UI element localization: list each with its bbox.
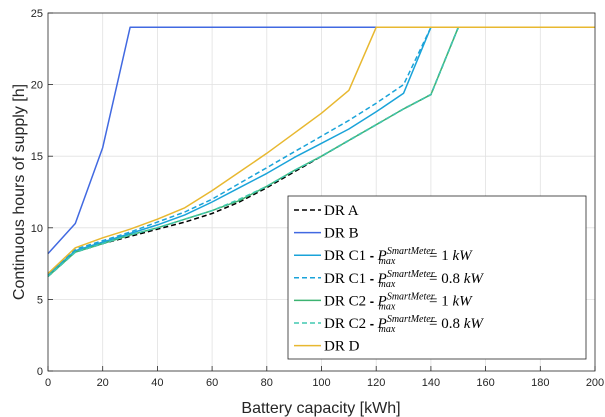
legend-entry-7: DR D	[324, 339, 360, 355]
series-line-3	[47, 26, 595, 276]
series-line-7	[47, 26, 595, 275]
x-tick-label: 60	[206, 377, 218, 389]
series-lines	[47, 26, 595, 278]
x-tick-label: 200	[586, 377, 604, 389]
x-tick-label: 120	[367, 377, 385, 389]
y-tick-label: 5	[37, 294, 43, 306]
legend-entry-1: DR A	[324, 203, 359, 219]
x-tick-label: 180	[531, 377, 549, 389]
x-axis-label: Battery capacity [kWh]	[241, 400, 400, 417]
tick-labels: 0 20 40 60 80 100 120 140 160 180 200 0 5 10 15 20 25	[31, 8, 604, 389]
x-tick-label: 160	[476, 377, 494, 389]
legend-box	[287, 195, 587, 360]
x-tick-label: 20	[97, 377, 109, 389]
legend-entry-4: DR C1 - PSmartMeter max = 0.8 kW	[324, 269, 484, 290]
y-tick-label: 25	[31, 8, 43, 20]
legend-entry-6: DR C2 - PSmartMeter max = 0.8 kW	[324, 314, 484, 335]
x-tick-label: 100	[312, 377, 330, 389]
y-tick-label: 0	[37, 366, 43, 378]
y-tick-label: 15	[31, 151, 43, 163]
legend-entry-3: DR C1 - PSmartMeter max = 1 kW	[324, 246, 473, 267]
legend: DR ADR BDR C1 - PSmartMeter max = 1 kWDR …	[287, 195, 587, 360]
plot-frame	[47, 12, 596, 372]
series-line-2	[47, 26, 595, 255]
series-line-6	[47, 26, 595, 278]
x-tick-label: 140	[422, 377, 440, 389]
y-tick-label: 20	[31, 80, 43, 92]
legend-entry-5: DR C2 - PSmartMeter max = 1 kW	[324, 291, 473, 312]
legend-entry-2: DR B	[324, 226, 359, 242]
x-tick-label: 80	[261, 377, 273, 389]
x-tick-label: 40	[151, 377, 163, 389]
y-tick-label: 10	[31, 223, 43, 235]
x-tick-label: 0	[45, 377, 51, 389]
y-axis-label: Continuous hours of supply [h]	[11, 84, 28, 300]
